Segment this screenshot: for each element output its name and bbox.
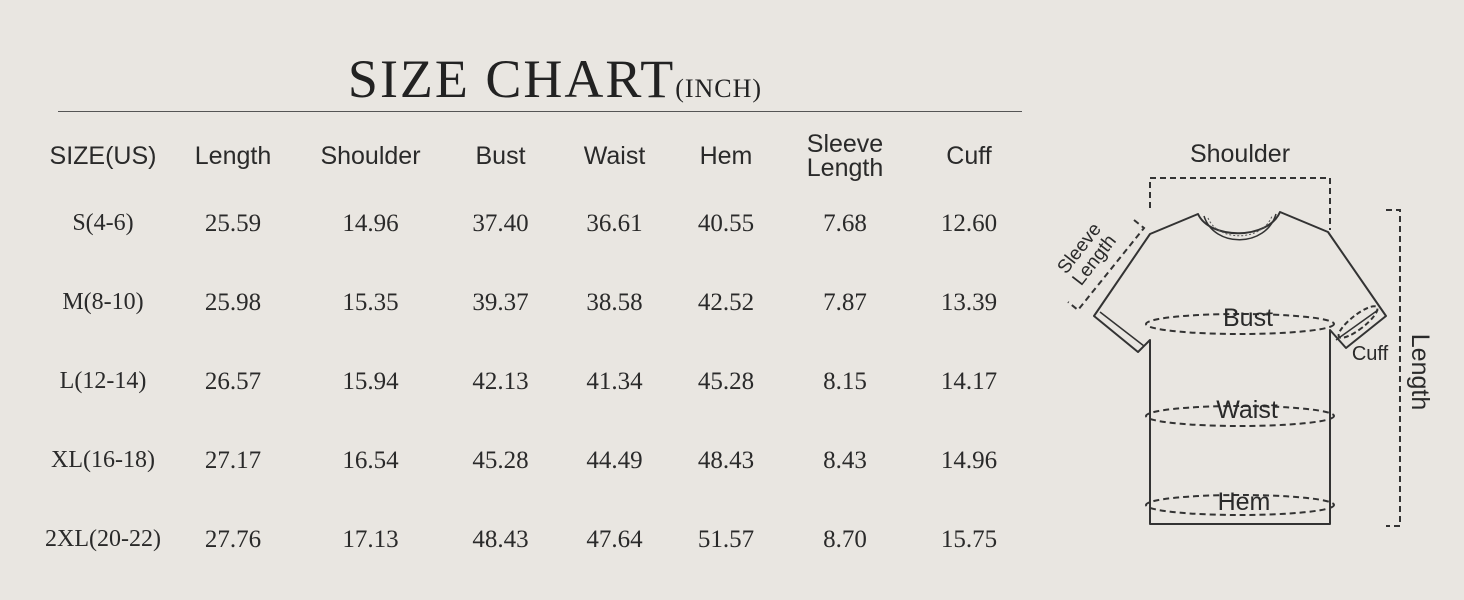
table-cell: 39.37: [472, 288, 529, 316]
header-hem: Hem: [699, 142, 753, 170]
waist-label: Waist: [1216, 396, 1278, 424]
table-cell: 15.94: [342, 367, 399, 395]
table-row: S(4-6) 25.59 14.96 37.40 36.61 40.55 7.6…: [38, 184, 1029, 263]
header-bust: Bust: [475, 142, 526, 170]
waist-measure-line: [1145, 405, 1335, 427]
cuff-label: Cuff: [1352, 343, 1389, 365]
table-cell: 25.98: [204, 288, 262, 316]
table-cell: 45.28: [472, 446, 529, 474]
tshirt-illustration: Shoulder Sleeve Length Bust Waist Hem Cu…: [1054, 140, 1434, 527]
right-sleeve-hem: [1335, 309, 1379, 341]
table-cell: 36.61: [586, 209, 643, 237]
table-cell: 42.52: [697, 288, 755, 316]
table-row: 2XL(20-22) 27.76 17.13 48.43 47.64 51.57…: [38, 500, 1029, 579]
table-header-row: SIZE(US) Length Shoulder Bust Waist Hem …: [38, 128, 1029, 184]
table-cell: 12.60: [940, 209, 998, 237]
table-cell: 48.43: [697, 446, 755, 474]
table-cell: S(4-6): [72, 210, 134, 236]
table-cell: 13.39: [940, 288, 998, 316]
header-sleeve-length: Sleeve Length: [806, 130, 884, 182]
table-cell: 16.54: [342, 446, 399, 474]
title-main: SIZE CHART: [347, 49, 676, 109]
table-cell: 15.75: [940, 525, 998, 553]
bust-label: Bust: [1223, 304, 1273, 332]
table-cell: 7.68: [823, 209, 867, 237]
table-cell: 27.17: [204, 446, 262, 474]
header-waist: Waist: [583, 142, 646, 170]
table-cell: 2XL(20-22): [45, 526, 161, 552]
table-cell: 47.64: [586, 525, 643, 553]
table-cell: L(12-14): [59, 368, 147, 394]
table-cell: 8.43: [823, 446, 867, 474]
shoulder-label: Shoulder: [1190, 140, 1290, 168]
table-cell: 45.28: [697, 367, 755, 395]
table-cell: 14.96: [342, 209, 399, 237]
header-length: Length: [194, 142, 272, 170]
left-sleeve-hem: [1099, 311, 1145, 347]
table-cell: 8.70: [823, 525, 867, 553]
bust-measure-line: [1145, 313, 1335, 335]
table-row: XL(16-18) 27.17 16.54 45.28 44.49 48.43 …: [38, 421, 1029, 500]
table-cell: XL(16-18): [51, 447, 155, 473]
header-cuff: Cuff: [946, 142, 992, 170]
table-cell: 26.57: [204, 367, 262, 395]
table-cell: 14.17: [940, 367, 998, 395]
table-cell: 17.13: [342, 525, 399, 553]
table-cell: 51.57: [697, 525, 755, 553]
hem-label: Hem: [1218, 488, 1271, 516]
table-cell: 38.58: [586, 288, 643, 316]
header-size: SIZE(US): [49, 142, 157, 170]
table-cell: 42.13: [472, 367, 529, 395]
table-cell: 41.34: [586, 367, 643, 395]
tshirt-outline: [1093, 211, 1387, 525]
tshirt-diagram: Shoulder Sleeve Length Bust Waist Hem Cu…: [1040, 130, 1450, 540]
table-cell: 27.76: [204, 525, 262, 553]
table-cell: M(8-10): [62, 289, 144, 315]
length-measure-line: [1386, 209, 1401, 527]
table-cell: 14.96: [940, 446, 998, 474]
table-cell: 7.87: [823, 288, 867, 316]
title-divider: [58, 111, 1022, 112]
page-title: SIZE CHART(INCH): [0, 48, 1110, 110]
hem-measure-line: [1145, 494, 1335, 516]
table-cell: 37.40: [472, 209, 529, 237]
table-row: M(8-10) 25.98 15.35 39.37 38.58 42.52 7.…: [38, 263, 1029, 342]
table-row: L(12-14) 26.57 15.94 42.13 41.34 45.28 8…: [38, 342, 1029, 421]
size-table: SIZE(US) Length Shoulder Bust Waist Hem …: [38, 128, 1029, 579]
sleeve-length-measure-line: [1067, 219, 1146, 312]
cuff-measure-line: [1337, 305, 1379, 339]
length-label: Length: [1406, 334, 1434, 410]
collar: [1203, 213, 1277, 241]
table-cell: 25.59: [204, 209, 262, 237]
table-cell: 40.55: [697, 209, 755, 237]
table-cell: 44.49: [586, 446, 643, 474]
title-unit: (INCH): [675, 74, 763, 103]
shoulder-measure-line: [1149, 177, 1331, 230]
table-cell: 48.43: [472, 525, 529, 553]
table-cell: 15.35: [342, 288, 399, 316]
header-shoulder: Shoulder: [320, 142, 421, 170]
table-cell: 8.15: [823, 367, 867, 395]
